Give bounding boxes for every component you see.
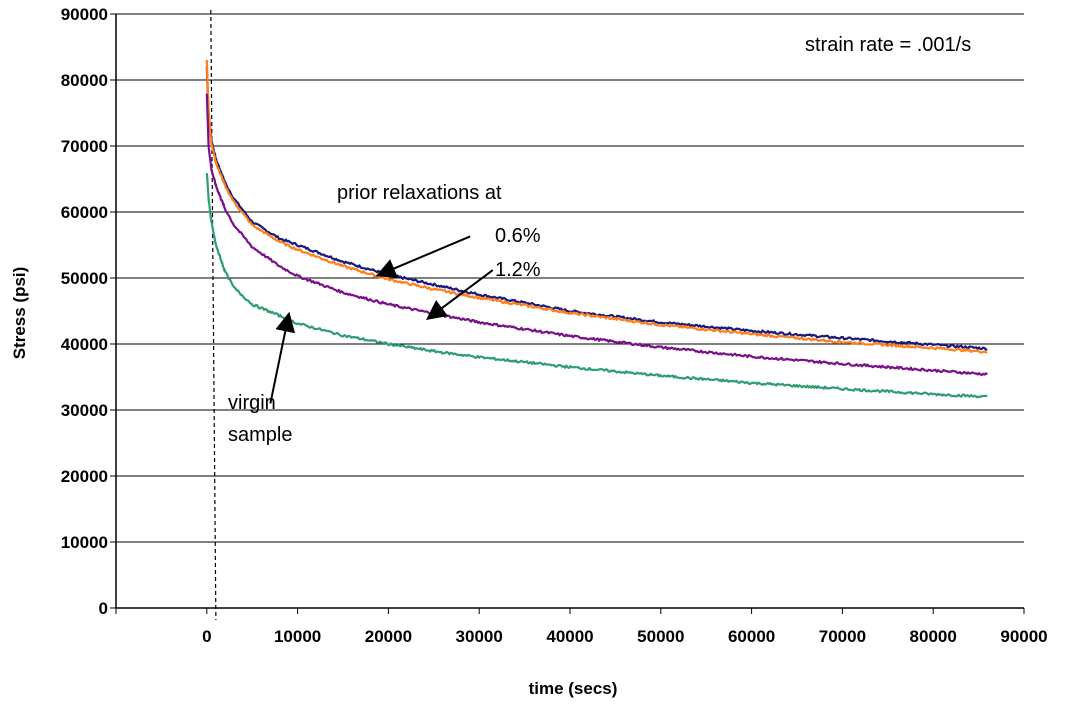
- y-tick-label: 40000: [61, 335, 108, 354]
- strain-rate-annotation: strain rate = .001/s: [805, 34, 971, 56]
- gridlines: [116, 13, 1024, 609]
- y-tick-label: 80000: [61, 71, 108, 90]
- series-lines: [205, 59, 988, 399]
- series-line-0: [205, 66, 988, 351]
- x-tick-label: 0: [202, 627, 211, 646]
- y-tick-label: 20000: [61, 467, 108, 486]
- x-tick-label: 40000: [546, 627, 593, 646]
- y-tick-label: 60000: [61, 203, 108, 222]
- prior-relaxations-annotation: prior relaxations at: [337, 182, 502, 204]
- x-tick-label: 20000: [365, 627, 412, 646]
- annotation-arrow: [269, 311, 296, 404]
- x-tick-label: 70000: [819, 627, 866, 646]
- y-axis-title: Stress (psi): [10, 267, 29, 360]
- annotation-0-6-percent: 0.6%: [495, 225, 541, 247]
- annotation-1-2-percent: 1.2%: [495, 259, 541, 281]
- sample-annotation: sample: [228, 424, 292, 446]
- x-axis-title: time (secs): [529, 679, 618, 698]
- y-tick-label: 0: [99, 599, 108, 618]
- y-tick-label: 70000: [61, 137, 108, 156]
- y-tick-label: 50000: [61, 269, 108, 288]
- y-tick-label: 30000: [61, 401, 108, 420]
- reference-dashed-line: [210, 9, 217, 621]
- annotations: strain rate = .001/s prior relaxations a…: [228, 34, 971, 446]
- x-tick-label: 60000: [728, 627, 775, 646]
- x-tick-label: 30000: [456, 627, 503, 646]
- y-tick-label: 10000: [61, 533, 108, 552]
- x-tick-label: 10000: [274, 627, 321, 646]
- tick-labels: 0 10000 20000 30000 40000 50000 60000 70000 8000…: [61, 5, 1048, 646]
- series-line-2: [205, 93, 988, 377]
- annotation-arrow: [426, 269, 494, 320]
- annotation-arrow: [375, 235, 471, 278]
- y-tick-label: 90000: [61, 5, 108, 24]
- x-tick-label: 80000: [910, 627, 957, 646]
- axes: [110, 9, 1025, 621]
- x-tick-label: 50000: [637, 627, 684, 646]
- virgin-annotation: virgin: [228, 392, 276, 414]
- series-line-1: [205, 59, 988, 354]
- x-tick-label: 90000: [1000, 627, 1047, 646]
- annotation-arrows: [269, 235, 494, 404]
